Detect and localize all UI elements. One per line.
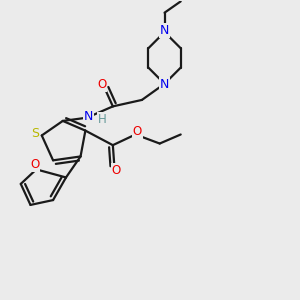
Text: H: H xyxy=(98,113,107,126)
Text: O: O xyxy=(133,125,142,138)
Text: O: O xyxy=(30,158,39,171)
Text: N: N xyxy=(84,110,93,123)
Text: N: N xyxy=(160,78,169,91)
Text: N: N xyxy=(160,24,169,37)
Text: O: O xyxy=(97,78,106,91)
Text: S: S xyxy=(31,127,39,140)
Text: O: O xyxy=(112,164,121,177)
